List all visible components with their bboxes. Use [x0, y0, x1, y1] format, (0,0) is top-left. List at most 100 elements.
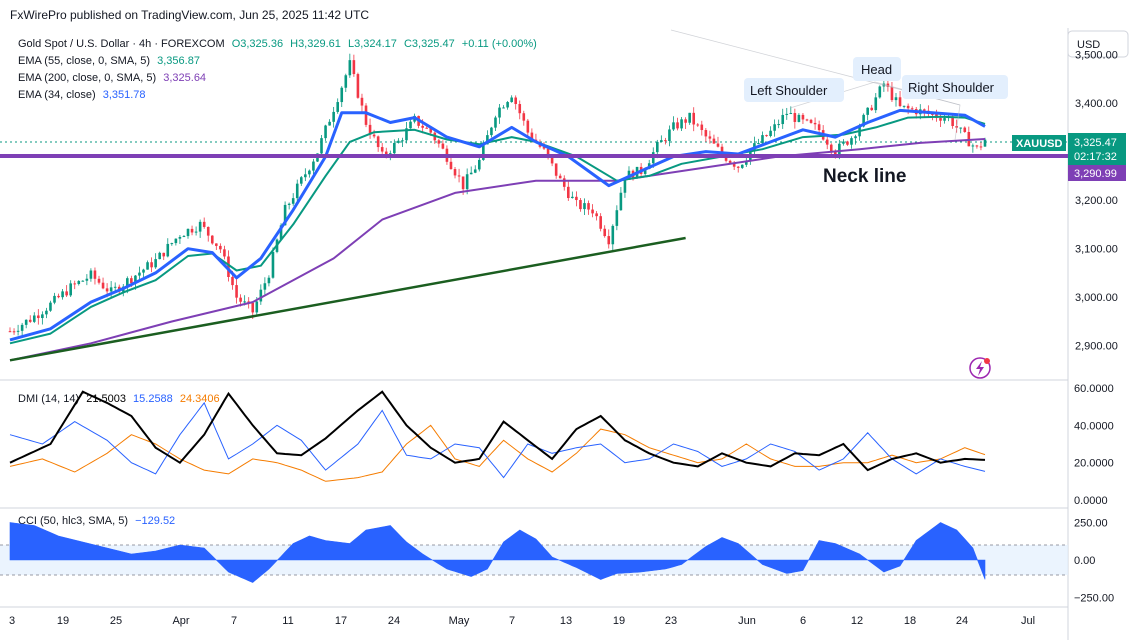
candle-body[interactable] [963, 127, 967, 132]
candle-body[interactable] [526, 120, 530, 133]
candle-body[interactable] [37, 315, 40, 319]
candle-body[interactable] [376, 136, 380, 148]
candle-body[interactable] [178, 236, 182, 239]
candle-body[interactable] [231, 276, 234, 286]
candle-body[interactable] [109, 287, 113, 292]
candle-body[interactable] [761, 135, 764, 144]
candle-body[interactable] [174, 238, 178, 244]
candle-body[interactable] [166, 243, 170, 257]
candle-body[interactable] [210, 235, 214, 244]
candle-body[interactable] [28, 319, 32, 322]
candle-body[interactable] [482, 144, 485, 160]
candle-body[interactable] [611, 225, 615, 245]
candle-body[interactable] [259, 289, 263, 302]
candle-body[interactable] [283, 204, 287, 226]
candle-body[interactable] [898, 97, 902, 107]
candle-body[interactable] [271, 251, 275, 278]
candle-body[interactable] [579, 200, 582, 210]
candle-body[interactable] [332, 111, 335, 122]
candle-body[interactable] [263, 283, 267, 290]
candle-body[interactable] [49, 302, 52, 311]
candle-body[interactable] [393, 142, 396, 154]
candle-body[interactable] [154, 259, 157, 268]
candle-body[interactable] [85, 278, 89, 281]
drawing-overlays[interactable] [0, 153, 1068, 362]
candle-body[interactable] [486, 135, 489, 145]
candle-body[interactable] [312, 161, 315, 171]
candle-body[interactable] [101, 282, 105, 289]
candle-body[interactable] [57, 295, 60, 298]
candle-body[interactable] [206, 226, 210, 236]
candle-body[interactable] [81, 280, 85, 282]
candle-body[interactable] [894, 97, 898, 101]
candle-body[interactable] [688, 112, 691, 123]
candle-body[interactable] [809, 119, 813, 123]
candle-body[interactable] [32, 315, 36, 322]
candle-body[interactable] [623, 179, 627, 193]
candle-body[interactable] [704, 130, 708, 137]
candle-body[interactable] [781, 114, 785, 125]
candle-body[interactable] [16, 330, 20, 332]
dmi-label[interactable]: DMI (14, 14) [18, 393, 79, 405]
candle-body[interactable] [619, 192, 623, 211]
candle-body[interactable] [235, 285, 238, 298]
candle-body[interactable] [251, 302, 255, 313]
candle-body[interactable] [364, 105, 368, 125]
candle-body[interactable] [684, 119, 687, 123]
candle-body[interactable] [360, 97, 364, 106]
candle-body[interactable] [603, 228, 607, 237]
candle-body[interactable] [825, 139, 829, 145]
candle-body[interactable] [595, 213, 598, 217]
candle-body[interactable] [61, 291, 64, 298]
candle-body[interactable] [951, 116, 954, 126]
candle-body[interactable] [562, 178, 566, 187]
candle-body[interactable] [834, 151, 837, 156]
candle-body[interactable] [429, 127, 433, 133]
candle-body[interactable] [162, 252, 166, 257]
candle-body[interactable] [130, 278, 133, 284]
candle-body[interactable] [198, 221, 202, 232]
candle-body[interactable] [615, 210, 619, 226]
candle-body[interactable] [457, 175, 461, 177]
candle-body[interactable] [765, 135, 768, 137]
candle-body[interactable] [850, 138, 853, 145]
candle-body[interactable] [975, 145, 979, 147]
candle-body[interactable] [8, 331, 12, 333]
candle-body[interactable] [105, 288, 109, 292]
symbol-line[interactable]: Gold Spot / U.S. Dollar · 4h · FOREXCOM [18, 38, 225, 50]
candle-body[interactable] [304, 174, 307, 178]
candle-body[interactable] [571, 196, 574, 199]
currency-label[interactable]: USD [1077, 39, 1100, 51]
candle-body[interactable] [769, 130, 772, 137]
candle-body[interactable] [591, 209, 594, 214]
ema34-label[interactable]: EMA (34, close) [18, 89, 96, 101]
candle-body[interactable] [789, 113, 793, 115]
candle-body[interactable] [668, 129, 671, 142]
candle-body[interactable] [461, 176, 465, 190]
candle-body[interactable] [348, 60, 352, 76]
candle-body[interactable] [587, 203, 590, 210]
candle-body[interactable] [291, 198, 295, 204]
candle-body[interactable] [150, 262, 153, 268]
candle-body[interactable] [575, 196, 578, 201]
candle-body[interactable] [862, 114, 865, 127]
candle-body[interactable] [473, 169, 477, 173]
candle-body[interactable] [227, 256, 230, 277]
candle-body[interactable] [477, 159, 481, 170]
candle-body[interactable] [708, 136, 712, 139]
annotation-left-shoulder[interactable]: Left Shoulder [744, 78, 844, 102]
candle-body[interactable] [126, 278, 129, 287]
candle-body[interactable] [320, 138, 323, 154]
candle-body[interactable] [69, 283, 72, 296]
candle-body[interactable] [397, 140, 400, 143]
candle-body[interactable] [846, 141, 849, 145]
candle-body[interactable] [65, 291, 68, 296]
candle-body[interactable] [558, 175, 562, 179]
candle-body[interactable] [829, 144, 833, 152]
candle-body[interactable] [219, 245, 222, 250]
candle-body[interactable] [295, 183, 299, 199]
candle-body[interactable] [12, 331, 16, 333]
candle-body[interactable] [134, 275, 137, 284]
candle-body[interactable] [93, 270, 97, 279]
